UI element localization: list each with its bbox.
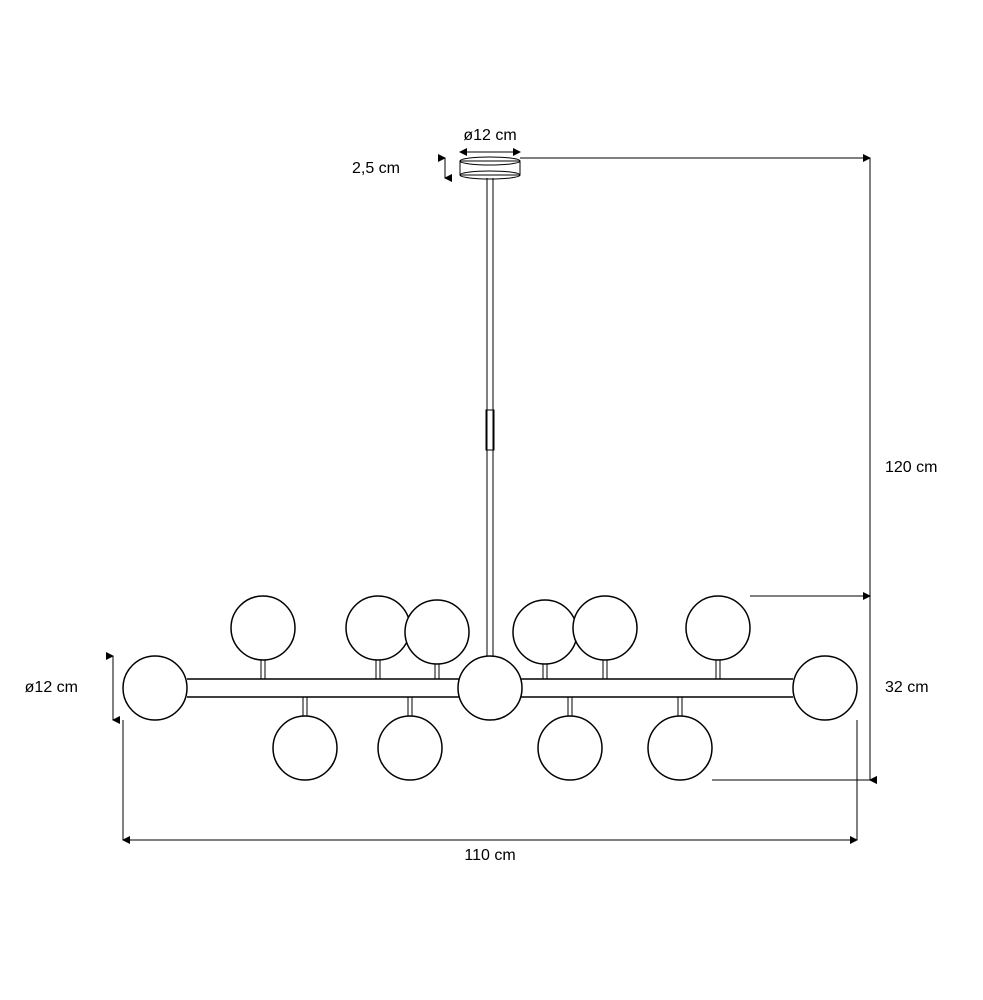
canopy-diameter-label: ø12 cm <box>463 127 516 144</box>
chandelier-outline <box>123 157 857 780</box>
chandelier-dimension-diagram: ø12 cm 2,5 cm 120 cm 32 cm ø12 cm 110 cm <box>0 0 983 1000</box>
fixture-height-label: 32 cm <box>885 679 929 696</box>
canopy-height-label: 2,5 cm <box>352 160 400 177</box>
total-width-label: 110 cm <box>464 847 515 864</box>
total-height-label: 120 cm <box>885 459 937 476</box>
dimension-lines <box>113 152 870 840</box>
bulb-diameter-label: ø12 cm <box>25 679 78 696</box>
